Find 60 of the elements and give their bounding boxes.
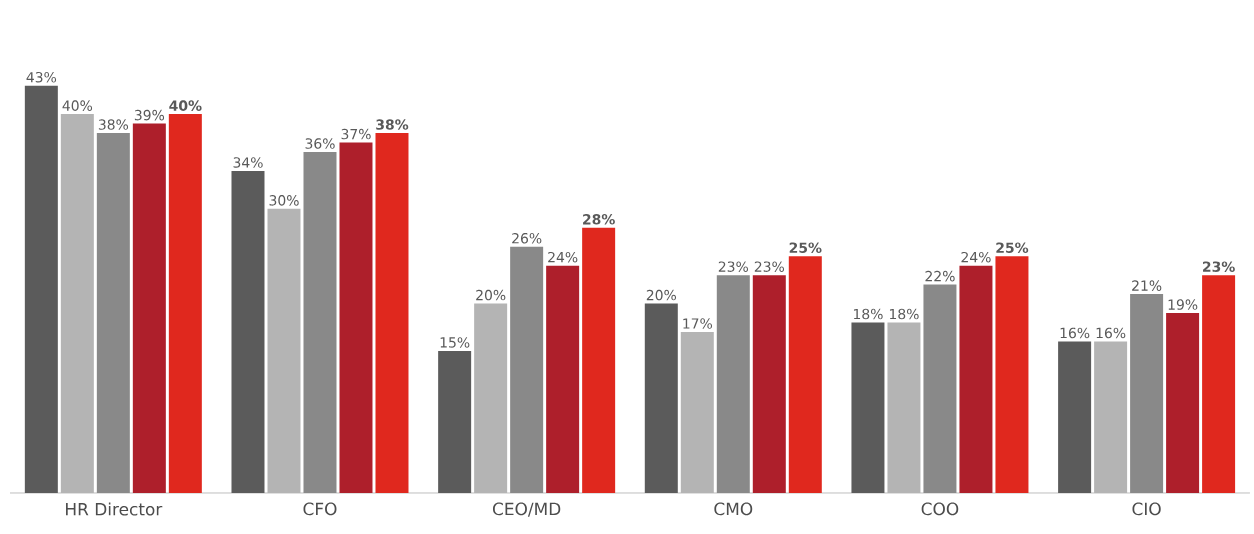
- data-label: 37%: [341, 128, 371, 140]
- bar: [132, 123, 166, 493]
- bar: [788, 256, 822, 493]
- bar: [716, 275, 750, 493]
- data-label: 36%: [305, 138, 335, 149]
- bar: [339, 142, 373, 493]
- bar: [923, 284, 957, 493]
- bar: [851, 322, 885, 493]
- data-label: 20%: [476, 289, 506, 301]
- bar: [510, 246, 544, 493]
- data-label: 18%: [889, 308, 919, 320]
- data-label: 22%: [925, 270, 955, 282]
- data-label: 28%: [583, 214, 615, 225]
- data-label: 23%: [754, 261, 785, 272]
- data-label: 20%: [646, 289, 677, 301]
- bar: [752, 275, 786, 493]
- bar: [959, 265, 993, 493]
- data-label: 40%: [62, 100, 93, 111]
- data-label: 23%: [718, 261, 749, 272]
- data-label: 16%: [1096, 327, 1126, 339]
- data-label: 17%: [683, 318, 713, 329]
- bar: [24, 85, 58, 493]
- data-label: 39%: [134, 109, 165, 121]
- data-label: 34%: [233, 157, 263, 168]
- x-tick-label: HR Director: [66, 502, 163, 516]
- data-label: 24%: [961, 251, 991, 263]
- x-tick-label: CIO: [1132, 502, 1161, 516]
- x-tick-label: CEO/MD: [492, 502, 561, 517]
- data-label: 38%: [376, 119, 409, 130]
- bar: [644, 303, 678, 493]
- data-label: 19%: [1168, 299, 1198, 310]
- data-label: 25%: [789, 242, 822, 253]
- bar: [96, 133, 130, 493]
- data-label: 16%: [1060, 327, 1090, 339]
- x-tick-label: CFO: [303, 502, 337, 516]
- data-label: 18%: [853, 308, 883, 320]
- data-label: 23%: [1203, 261, 1235, 272]
- data-label: 43%: [26, 71, 57, 83]
- x-tick-label: COO: [921, 502, 959, 516]
- bar: [438, 350, 472, 493]
- bar: [231, 170, 265, 493]
- bar: [546, 265, 580, 493]
- bar: [168, 114, 202, 493]
- bar: [375, 133, 409, 493]
- bar: [1058, 341, 1092, 493]
- x-tick-label: CMO: [714, 502, 753, 516]
- bar: [995, 256, 1029, 493]
- data-label: 38%: [98, 119, 129, 130]
- bar: [582, 227, 616, 493]
- data-label: 21%: [1132, 280, 1162, 291]
- bar: [1130, 294, 1164, 493]
- data-label: 25%: [996, 242, 1029, 253]
- data-label: 15%: [440, 337, 470, 348]
- data-label: 26%: [512, 232, 542, 244]
- bar: [1166, 313, 1200, 493]
- data-label: 30%: [269, 195, 299, 206]
- data-label: 24%: [548, 251, 578, 263]
- bar: [303, 152, 337, 493]
- bar: [1202, 275, 1236, 493]
- data-label: 40%: [169, 100, 202, 111]
